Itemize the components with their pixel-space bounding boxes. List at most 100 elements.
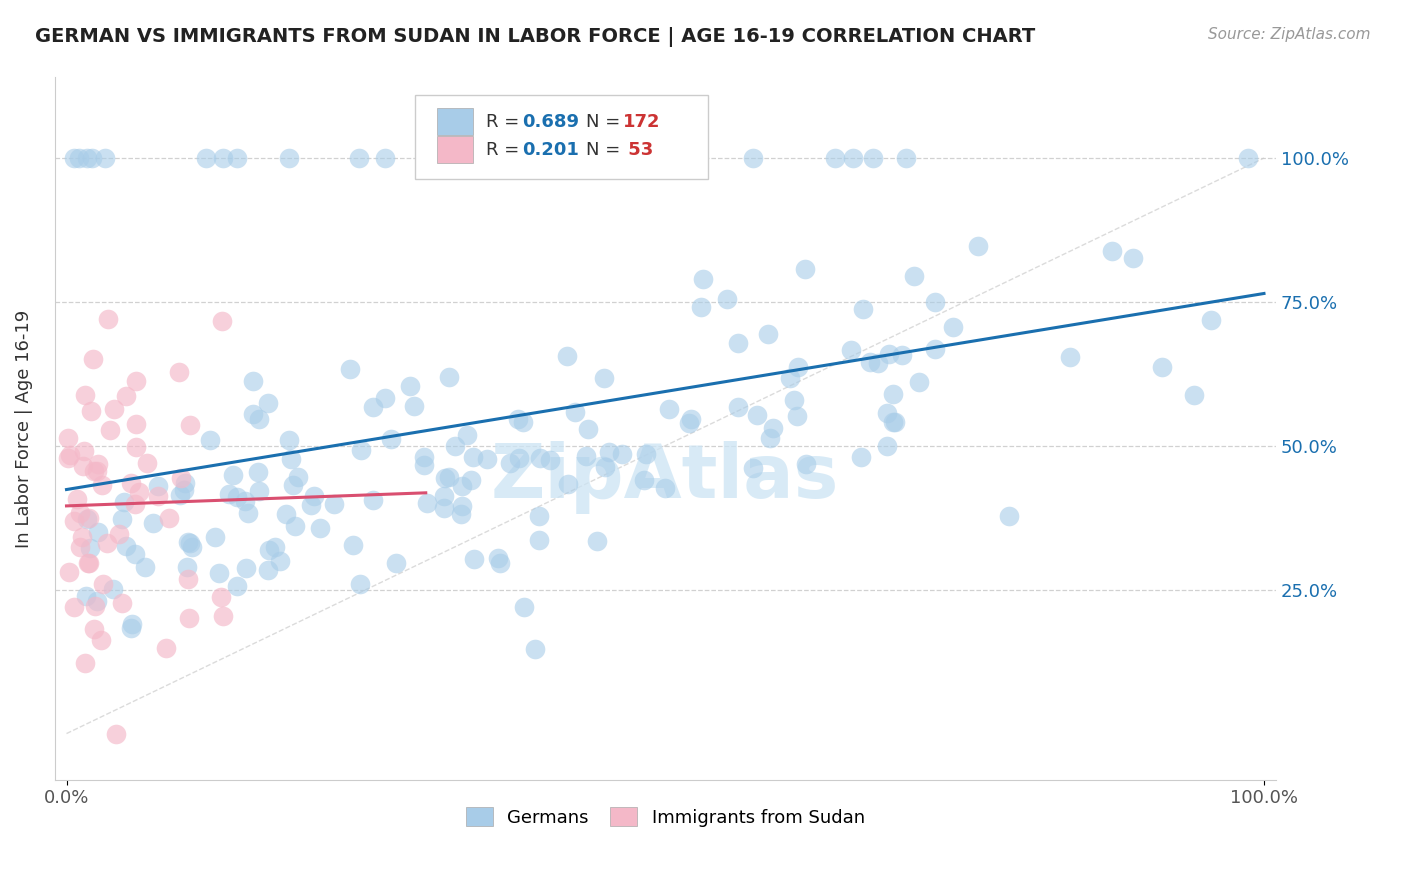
Point — [692, 272, 714, 286]
Point — [527, 533, 550, 548]
Point — [134, 560, 156, 574]
Point — [633, 473, 655, 487]
Point — [72, 458, 94, 473]
Point — [226, 151, 249, 165]
Point — [242, 407, 264, 421]
Point — [63, 151, 86, 165]
Point — [63, 514, 86, 528]
Point — [238, 506, 260, 520]
Text: GERMAN VS IMMIGRANTS FROM SUDAN IN LABOR FORCE | AGE 16-19 CORRELATION CHART: GERMAN VS IMMIGRANTS FROM SUDAN IN LABOR… — [35, 27, 1035, 46]
Point — [349, 577, 371, 591]
Point — [508, 451, 530, 466]
Point — [221, 468, 243, 483]
Point — [658, 401, 681, 416]
Point — [128, 484, 150, 499]
Point — [67, 151, 90, 165]
Point — [79, 541, 101, 556]
Point — [450, 479, 472, 493]
Point — [475, 451, 498, 466]
Point — [433, 500, 456, 515]
Point — [83, 622, 105, 636]
Point — [412, 458, 434, 472]
Point — [155, 640, 177, 655]
Point — [578, 421, 600, 435]
Point — [786, 409, 808, 424]
Point — [437, 469, 460, 483]
Point — [83, 464, 105, 478]
Point — [176, 535, 198, 549]
Point — [179, 611, 201, 625]
Point — [783, 392, 806, 407]
Point — [105, 726, 128, 740]
Point — [557, 477, 579, 491]
Point — [432, 151, 454, 165]
Point — [299, 498, 322, 512]
Point — [225, 579, 247, 593]
Point — [94, 151, 117, 165]
Point — [124, 497, 146, 511]
Point — [287, 470, 309, 484]
Point — [212, 609, 235, 624]
Point — [77, 510, 100, 524]
Point — [115, 539, 138, 553]
Point — [120, 621, 142, 635]
Point — [247, 411, 270, 425]
Point — [839, 343, 862, 358]
Point — [111, 596, 134, 610]
Point — [73, 657, 96, 671]
Text: N =: N = — [586, 112, 626, 130]
Point — [349, 151, 371, 165]
Point — [204, 530, 226, 544]
Point — [538, 453, 561, 467]
Point — [226, 490, 249, 504]
Point — [868, 356, 890, 370]
Point — [342, 538, 364, 552]
Point — [456, 428, 478, 442]
Point — [84, 599, 107, 614]
Point — [173, 483, 195, 498]
Point — [461, 450, 484, 464]
Point — [903, 269, 925, 284]
Point — [399, 378, 422, 392]
Point — [689, 300, 711, 314]
Point — [727, 400, 749, 414]
Point — [1122, 252, 1144, 266]
Point — [564, 151, 586, 165]
Point — [174, 476, 197, 491]
Point — [98, 423, 121, 437]
Point — [76, 512, 98, 526]
Point — [121, 617, 143, 632]
Point — [157, 510, 180, 524]
Point — [444, 439, 467, 453]
Point — [86, 593, 108, 607]
Point — [247, 484, 270, 499]
Point — [793, 262, 815, 277]
Point — [416, 496, 439, 510]
FancyBboxPatch shape — [415, 95, 709, 179]
Point — [527, 508, 550, 523]
Point — [180, 540, 202, 554]
Point — [179, 536, 201, 550]
Point — [598, 445, 620, 459]
Bar — [437, 108, 474, 135]
Point — [212, 151, 235, 165]
Point — [86, 465, 108, 479]
Text: 0.201: 0.201 — [523, 141, 579, 159]
Point — [380, 432, 402, 446]
Point — [194, 151, 217, 165]
Point — [374, 151, 396, 165]
Point — [308, 521, 330, 535]
Point — [77, 556, 100, 570]
Point — [242, 374, 264, 388]
Point — [679, 412, 702, 426]
Point — [612, 151, 634, 165]
Point — [339, 361, 361, 376]
Point — [824, 151, 846, 165]
Point — [636, 447, 658, 461]
Point — [998, 508, 1021, 523]
Point — [496, 151, 519, 165]
Text: N =: N = — [586, 141, 626, 159]
Point — [304, 489, 326, 503]
Point — [512, 600, 534, 615]
Point — [745, 408, 768, 422]
